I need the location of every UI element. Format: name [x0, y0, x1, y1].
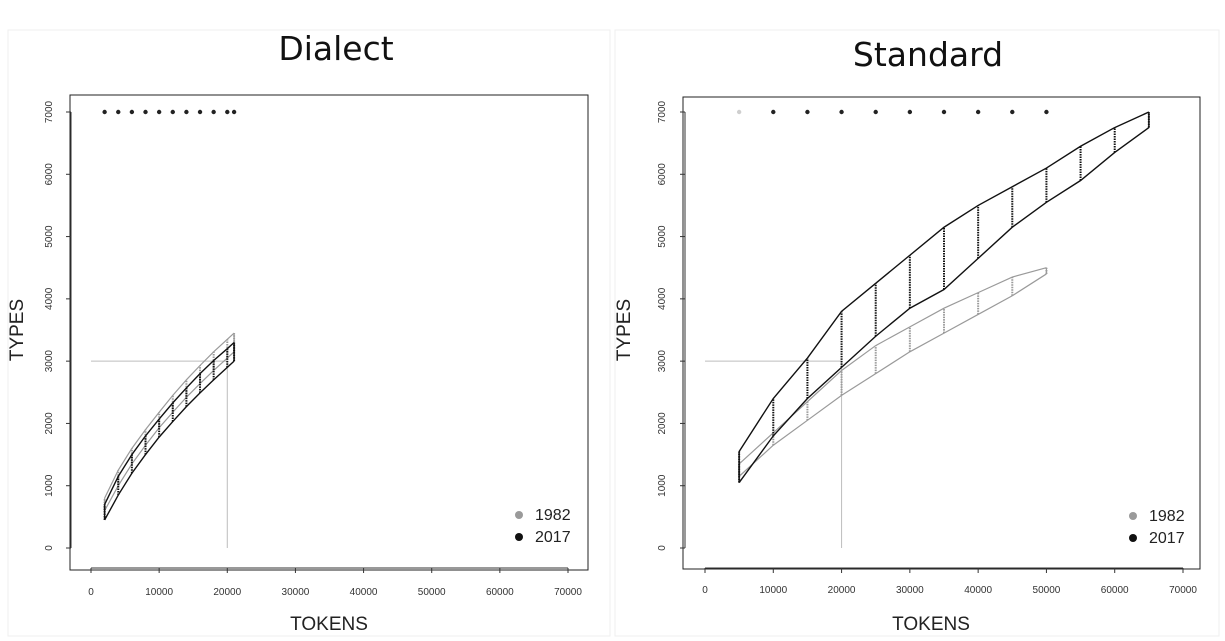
- y-tick-label: 2000: [657, 412, 668, 435]
- y-tick-label: 1000: [657, 474, 668, 497]
- y-tick-label: 3000: [657, 350, 668, 373]
- legend-label: 2017: [535, 529, 571, 546]
- x-tick-label: 40000: [964, 585, 992, 596]
- top-marker: [907, 109, 913, 115]
- plot-content: 0 10000 20000 30000 40000 50000 60000 70000 0 100…: [44, 100, 582, 598]
- y-tick-label: 5000: [44, 225, 55, 248]
- top-marker: [156, 109, 162, 115]
- x-tick-label: 10000: [145, 587, 173, 598]
- top-marker: [143, 109, 148, 115]
- x-tick-label: 50000: [418, 587, 446, 598]
- chart-title: Dialect: [278, 29, 393, 68]
- top-marker: [129, 109, 135, 115]
- legend-marker: [515, 511, 523, 519]
- y-tick-label: 5000: [657, 225, 668, 248]
- legend-marker: [1129, 512, 1137, 520]
- y-tick-label: 0: [657, 545, 668, 551]
- top-marker: [975, 109, 981, 115]
- top-marker: [184, 109, 189, 115]
- top-marker: [771, 109, 776, 115]
- series-upper-line: [103, 341, 235, 505]
- legend-label: 1982: [535, 507, 571, 524]
- series-lower-line: [738, 127, 1150, 484]
- top-marker: [102, 109, 107, 115]
- x-tick-label: 0: [702, 585, 708, 596]
- x-tick-label: 70000: [1169, 585, 1197, 596]
- top-marker: [839, 109, 844, 115]
- x-tick-label: 10000: [759, 585, 787, 596]
- series-upper-line: [104, 332, 235, 499]
- y-tick-label: 4000: [657, 287, 668, 310]
- legend-marker: [515, 533, 523, 541]
- top-marker: [1010, 109, 1015, 115]
- x-tick-label: 70000: [554, 587, 582, 598]
- x-tick-label: 0: [88, 587, 94, 598]
- legend-marker: [1129, 534, 1137, 542]
- y-tick-label: 6000: [44, 163, 55, 186]
- series-upper-line: [738, 267, 1047, 465]
- series-lower-line: [738, 273, 1047, 477]
- top-marker: [170, 109, 175, 115]
- top-marker: [1044, 109, 1049, 115]
- y-tick-label: 4000: [44, 287, 55, 310]
- y-tick-label: 6000: [657, 163, 668, 186]
- top-marker: [736, 109, 742, 115]
- series-lower-line: [104, 360, 235, 521]
- series-lower-line: [104, 351, 235, 511]
- series-upper-line: [738, 111, 1150, 452]
- y-axis-label: TYPES: [614, 299, 635, 361]
- legend-label: 2017: [1149, 530, 1185, 547]
- y-tick-label: 0: [44, 545, 55, 551]
- y-tick-label: 7000: [657, 100, 668, 123]
- x-axis-label: TOKENS: [892, 614, 970, 635]
- legend-label: 1982: [1149, 508, 1185, 525]
- standard-chart: Standard TOKENS TYPES 0 10000 20000 30000 40…: [614, 35, 1201, 635]
- y-axis-label: TYPES: [7, 299, 28, 361]
- top-marker: [211, 109, 216, 115]
- x-tick-label: 60000: [1101, 585, 1129, 596]
- x-tick-label: 50000: [1033, 585, 1061, 596]
- plot-content: 0 10000 20000 30000 40000 50000 60000 70000 0 100…: [657, 100, 1197, 596]
- top-marker: [805, 109, 810, 115]
- top-marker: [873, 109, 878, 115]
- x-tick-label: 30000: [896, 585, 924, 596]
- plot-box: [69, 94, 589, 571]
- top-marker: [231, 109, 237, 115]
- right-panel-frame: [614, 29, 1220, 637]
- x-tick-label: 60000: [486, 587, 514, 598]
- y-tick-label: 7000: [44, 100, 55, 123]
- left-panel-frame: [7, 29, 611, 637]
- dialect-chart: Dialect TOKENS TYPES 0 10000 20000 30000 400…: [7, 29, 589, 635]
- x-tick-label: 20000: [213, 587, 241, 598]
- top-marker: [941, 109, 947, 115]
- top-marker: [197, 109, 203, 115]
- y-tick-label: 3000: [44, 350, 55, 373]
- x-tick-label: 30000: [282, 587, 310, 598]
- y-tick-label: 1000: [44, 474, 55, 497]
- x-tick-label: 40000: [350, 587, 378, 598]
- y-tick-label: 2000: [44, 412, 55, 435]
- x-axis-label: TOKENS: [290, 614, 368, 635]
- top-marker: [225, 109, 230, 115]
- top-marker: [116, 109, 121, 115]
- x-tick-label: 20000: [828, 585, 856, 596]
- chart-title: Standard: [853, 35, 1003, 74]
- plot-box: [682, 96, 1201, 570]
